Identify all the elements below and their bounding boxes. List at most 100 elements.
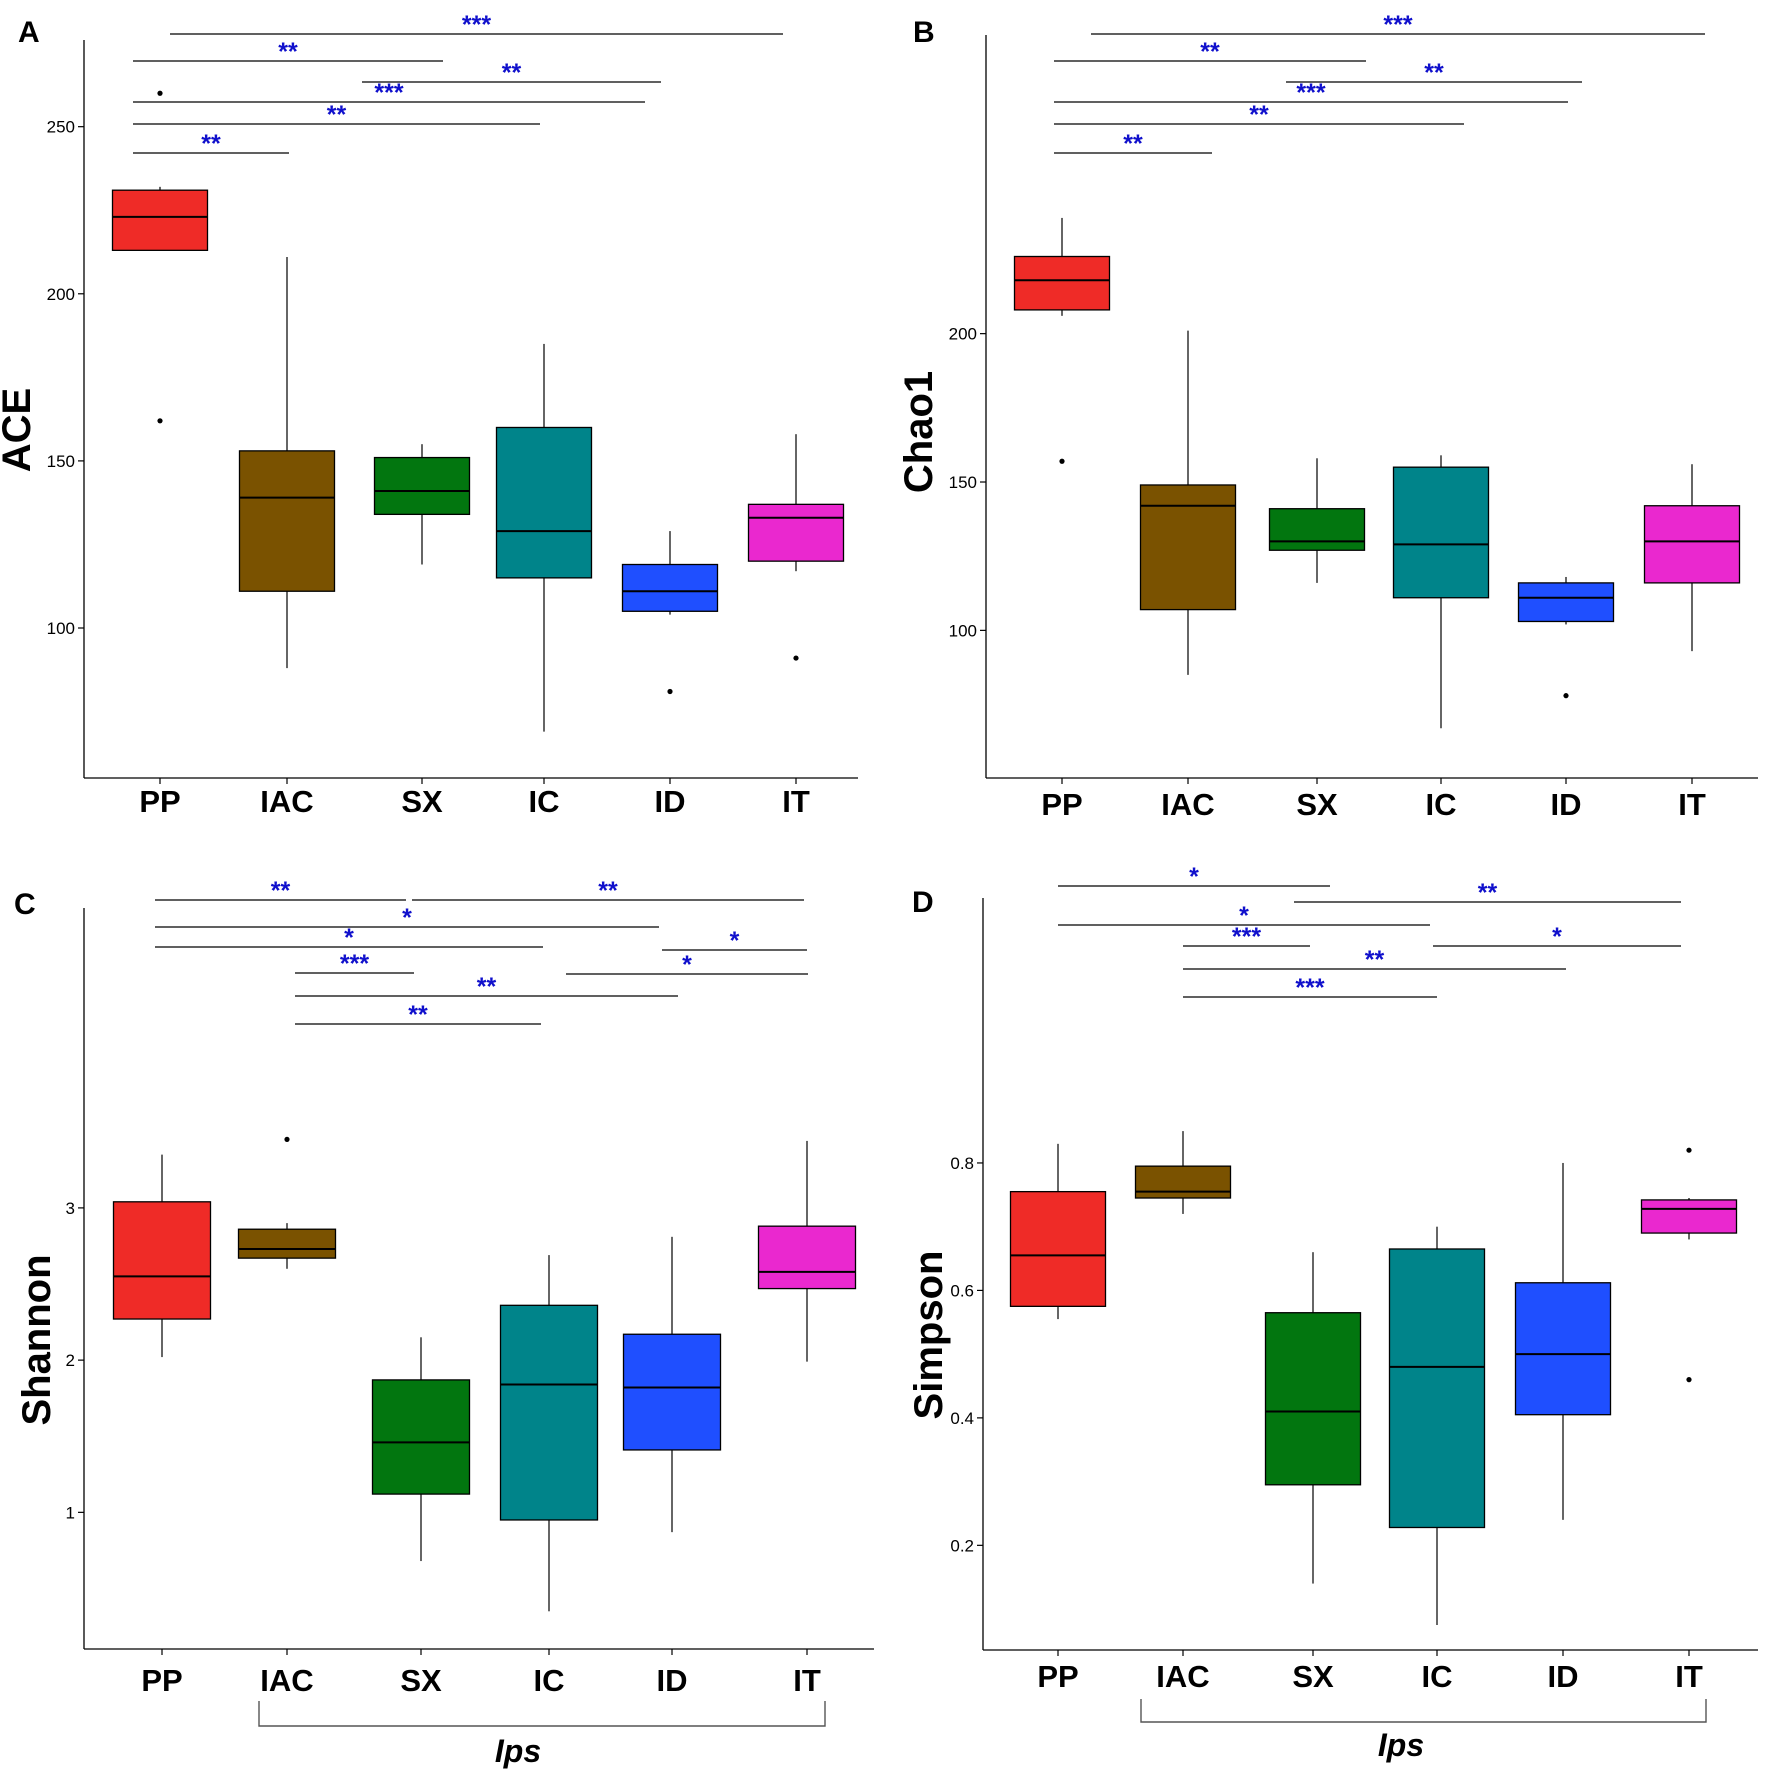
box-pp: [112, 1154, 212, 1358]
significance-label: *: [1189, 863, 1199, 891]
x-category-label: IAC: [260, 1663, 313, 1698]
box-iqr: [621, 563, 719, 612]
x-category-label: SX: [400, 1663, 442, 1698]
box-pp: [1009, 1143, 1107, 1320]
box-iac: [238, 257, 336, 669]
y-tick-label: 1: [66, 1503, 75, 1522]
outlier-point: [1686, 1147, 1692, 1153]
y-tick-label: 200: [949, 325, 977, 344]
x-category-label: PP: [1037, 1659, 1078, 1694]
box-sx: [371, 1337, 471, 1562]
significance-label: **: [1478, 879, 1498, 907]
significance-label: **: [1424, 59, 1444, 87]
significance-label: **: [477, 973, 497, 1001]
box-iqr: [111, 189, 209, 251]
group-bracket-d: Ips: [1140, 1699, 1707, 1763]
significance-label: **: [1249, 101, 1269, 129]
box-it: [1640, 1147, 1738, 1383]
x-category-label: ID: [655, 784, 686, 819]
significance-label: **: [278, 38, 298, 66]
significance-label: ***: [1296, 79, 1325, 107]
box-iqr: [1013, 255, 1111, 311]
significance-label: **: [1123, 130, 1143, 158]
panel-letter: B: [913, 16, 935, 49]
significance-label: ***: [374, 79, 403, 107]
box-iqr: [1517, 582, 1615, 623]
y-tick-label: 0.6: [950, 1281, 974, 1300]
box-pp: [111, 90, 209, 424]
x-category-label: ID: [657, 1663, 688, 1698]
significance-label: **: [502, 59, 522, 87]
box-iqr: [238, 450, 336, 592]
x-category-label: PP: [1041, 787, 1082, 822]
y-axis-label: ACE: [0, 388, 39, 472]
significance-label: ***: [340, 950, 369, 978]
significance-label: *: [1552, 923, 1562, 951]
y-axis-label: Simpson: [907, 1251, 951, 1420]
bracket-line: [1140, 1699, 1707, 1723]
x-category-label: SX: [1292, 1659, 1334, 1694]
y-tick-label: 0.8: [950, 1154, 974, 1173]
x-category-label: IAC: [1161, 787, 1214, 822]
outlier-point: [1563, 693, 1569, 699]
x-category-label: IC: [1426, 787, 1457, 822]
x-category-label: SX: [401, 784, 443, 819]
box-it: [747, 434, 845, 661]
x-category-label: PP: [139, 784, 180, 819]
outlier-point: [793, 655, 799, 661]
y-tick-label: 200: [47, 285, 75, 304]
x-category-label: IAC: [1156, 1659, 1209, 1694]
significance-label: **: [598, 877, 618, 905]
significance-label: ***: [1295, 974, 1324, 1002]
significance-label: ***: [1232, 923, 1261, 951]
x-category-label: PP: [141, 1663, 182, 1698]
x-category-label: IC: [1422, 1659, 1453, 1694]
box-sx: [1268, 458, 1366, 583]
box-ic: [495, 343, 593, 732]
significance-label: *: [402, 904, 412, 932]
significance-label: *: [344, 924, 354, 952]
box-iqr: [1264, 1312, 1362, 1486]
significance-label: **: [327, 101, 347, 129]
panel-letter: D: [912, 886, 934, 919]
box-iqr: [373, 456, 471, 516]
x-category-label: IT: [793, 1663, 821, 1698]
x-category-label: IT: [782, 784, 810, 819]
significance-label: **: [201, 130, 221, 158]
outlier-point: [157, 90, 163, 96]
box-sx: [373, 444, 471, 565]
box-id: [622, 1236, 722, 1533]
box-sx: [1264, 1252, 1362, 1584]
significance-label: **: [1365, 946, 1385, 974]
significance-label: **: [408, 1001, 428, 1029]
outlier-point: [1059, 458, 1065, 464]
x-category-label: IAC: [260, 784, 313, 819]
y-tick-label: 150: [949, 473, 977, 492]
y-tick-label: 100: [47, 619, 75, 638]
box-iqr: [1392, 466, 1490, 599]
x-category-label: ID: [1548, 1659, 1579, 1694]
y-tick-label: 150: [47, 452, 75, 471]
x-category-label: IT: [1678, 787, 1706, 822]
box-iqr: [1388, 1248, 1486, 1529]
bracket-line: [258, 1701, 826, 1727]
significance-label: *: [682, 951, 692, 979]
significance-label: *: [730, 927, 740, 955]
significance-label: *: [1239, 902, 1249, 930]
outlier-point: [1686, 1377, 1692, 1383]
x-category-label: IT: [1675, 1659, 1703, 1694]
y-tick-label: 2: [66, 1351, 75, 1370]
box-it: [757, 1140, 857, 1362]
box-id: [1514, 1162, 1612, 1520]
y-tick-label: 3: [66, 1199, 75, 1218]
box-id: [621, 531, 719, 695]
y-tick-label: 100: [949, 621, 977, 640]
box-iqr: [747, 503, 845, 562]
x-category-label: ID: [1551, 787, 1582, 822]
box-iqr: [1134, 1165, 1232, 1199]
x-category-label: IC: [534, 1663, 565, 1698]
